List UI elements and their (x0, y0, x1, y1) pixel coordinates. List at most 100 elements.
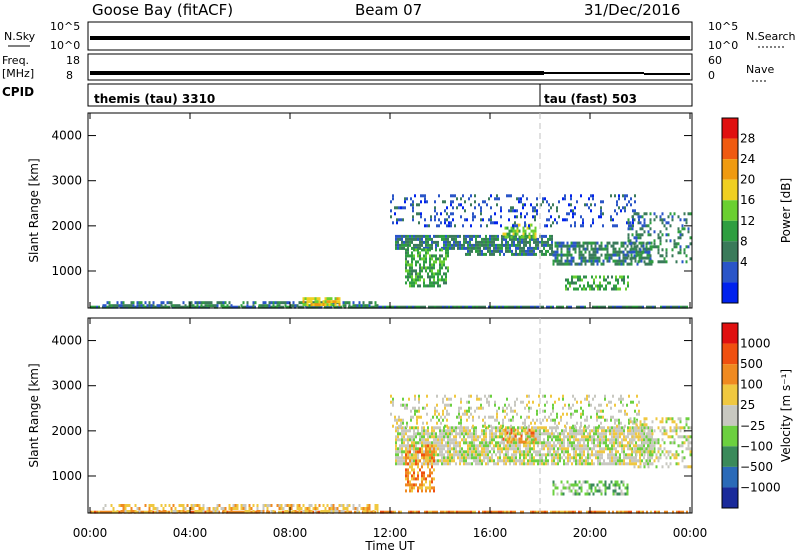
data-cell (556, 492, 559, 496)
nave-tick-top: 60 (708, 54, 722, 67)
data-cell (441, 266, 443, 270)
data-cell (577, 438, 579, 442)
data-cell (468, 406, 470, 410)
data-cell (419, 459, 421, 463)
data-cell (525, 444, 527, 448)
data-cell (635, 456, 637, 460)
data-cell (417, 432, 419, 436)
data-cell (544, 224, 546, 228)
data-cell (657, 248, 660, 252)
data-cell (458, 412, 460, 416)
data-cell (661, 465, 664, 469)
data-cell (608, 305, 610, 309)
data-cell (636, 403, 638, 407)
data-cell (616, 224, 618, 228)
data-cell (627, 275, 629, 279)
data-cell (479, 246, 481, 250)
data-cell (473, 459, 475, 463)
data-cell (471, 438, 473, 442)
data-cell (419, 251, 421, 255)
data-cell (332, 300, 335, 304)
data-cell (557, 459, 559, 463)
data-cell (535, 246, 537, 250)
data-cell (633, 444, 635, 448)
data-cell (409, 266, 411, 270)
data-cell (397, 435, 399, 439)
data-cell (558, 215, 560, 219)
data-cell (431, 272, 433, 276)
data-cell (630, 244, 633, 248)
freq-trace-3 (644, 73, 690, 75)
data-cell (222, 510, 225, 513)
data-cell (647, 453, 649, 457)
data-cell (417, 429, 419, 433)
data-cell (411, 462, 413, 466)
data-cell (411, 284, 413, 288)
data-cell (444, 221, 446, 225)
data-cell (665, 260, 668, 264)
data-cell (440, 221, 442, 225)
data-cell (565, 287, 567, 291)
data-cell (564, 244, 567, 248)
data-cell (470, 224, 472, 228)
data-cell (605, 444, 607, 448)
data-cell (648, 262, 651, 266)
data-cell (212, 510, 215, 513)
data-cell (529, 243, 531, 247)
data-cell (611, 444, 613, 448)
data-cell (282, 301, 285, 305)
data-cell (481, 447, 483, 451)
data-cell (669, 426, 672, 430)
data-cell (290, 304, 293, 308)
data-cell (539, 426, 541, 430)
data-cell (629, 426, 631, 430)
data-cell (392, 397, 394, 401)
data-cell (422, 194, 424, 198)
data-cell (469, 234, 471, 238)
data-cell (625, 287, 627, 291)
data-cell (534, 437, 537, 441)
data-cell (509, 459, 511, 463)
data-cell (595, 429, 597, 433)
data-cell (407, 243, 409, 247)
data-cell (615, 462, 617, 466)
data-cell (568, 247, 571, 251)
data-cell (425, 254, 427, 258)
data-cell (587, 435, 589, 439)
data-cell (528, 409, 530, 413)
data-cell (264, 301, 267, 305)
data-cell (629, 447, 632, 451)
data-cell (528, 232, 531, 236)
data-cell (415, 453, 417, 457)
data-cell (148, 301, 151, 305)
data-cell (412, 510, 414, 514)
data-cell (441, 444, 443, 448)
data-cell (399, 459, 401, 463)
data-cell (560, 489, 563, 493)
data-cell (471, 246, 473, 250)
power-cells (90, 194, 692, 309)
data-cell (677, 236, 680, 240)
data-cell (439, 426, 441, 430)
data-cell (642, 247, 645, 251)
data-cell (552, 406, 554, 410)
data-cell (576, 400, 578, 404)
data-cell (411, 453, 413, 457)
data-cell (457, 450, 459, 454)
data-cell (657, 245, 660, 249)
data-cell (677, 215, 680, 219)
data-cell (547, 438, 549, 442)
data-cell (435, 441, 437, 445)
data-cell (641, 224, 644, 228)
data-cell (648, 305, 650, 309)
data-cell (558, 241, 561, 245)
data-cell (576, 489, 579, 493)
colorbar-swatch (722, 405, 738, 426)
data-cell (144, 305, 146, 309)
data-cell (498, 510, 500, 514)
data-cell (583, 275, 585, 279)
data-cell (580, 194, 582, 198)
data-cell (433, 489, 435, 493)
data-cell (616, 418, 618, 422)
data-cell (612, 253, 615, 257)
